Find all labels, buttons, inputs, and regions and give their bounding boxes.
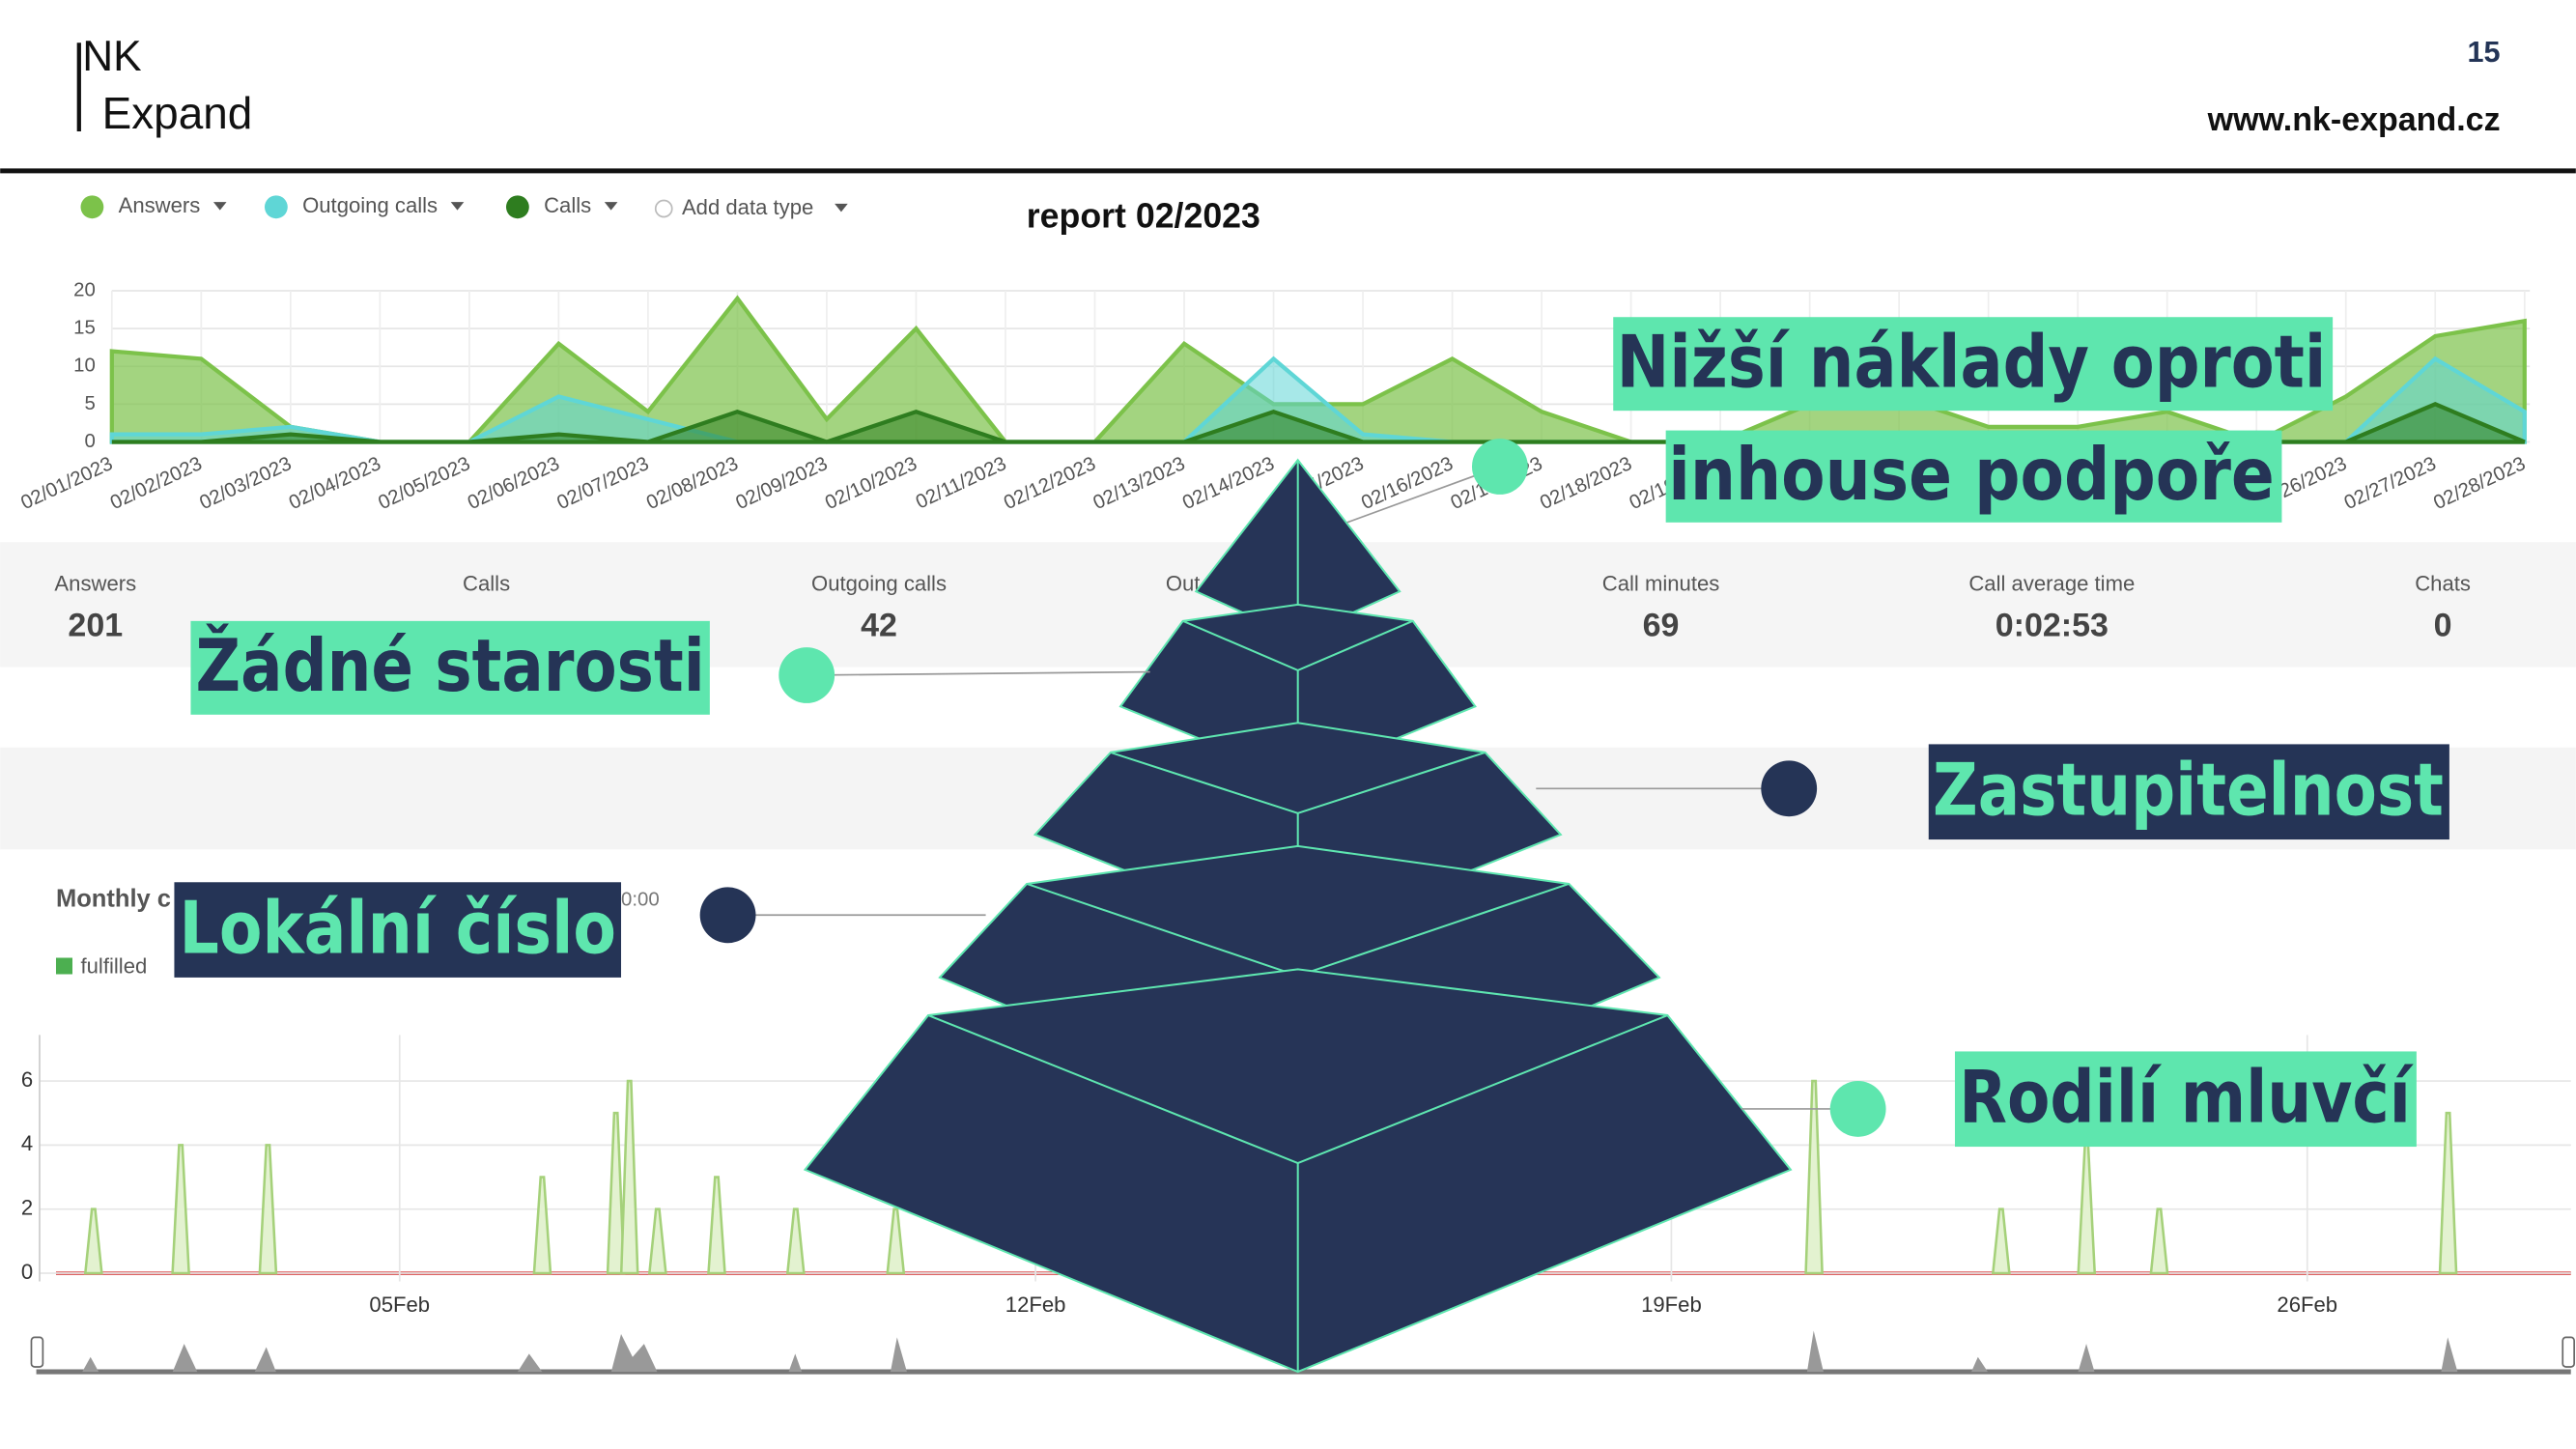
spike (2438, 1111, 2458, 1275)
x-tick-label: 05Feb (369, 1293, 430, 1317)
stat-label: Answers (54, 571, 136, 595)
y-tick-label: 0 (21, 1260, 33, 1284)
y-tick-label: 4 (21, 1131, 33, 1155)
label-text: Lokální číslo (180, 886, 616, 970)
dropdown-caret (604, 202, 618, 211)
stat-value: 0:02:53 (1996, 608, 2109, 644)
legend-swatch (80, 195, 104, 219)
pyramid (803, 458, 1793, 1374)
label-box (1613, 317, 2334, 412)
label-text: Nižší náklady oproti (1617, 321, 2327, 405)
stat-value: 0 (2434, 608, 2452, 644)
spike (258, 1144, 278, 1275)
label-text: Žádné starosti (196, 623, 705, 708)
chart-subtitle: 0:00 (621, 889, 660, 910)
label-dot (1471, 439, 1528, 495)
stat-label: Call average time (1968, 571, 2135, 595)
label-text: Zastupitelnost (1933, 749, 2444, 833)
y-tick-label: 10 (73, 355, 96, 377)
dropdown-caret (450, 202, 465, 211)
stat-label: Calls (463, 571, 510, 595)
spike (886, 1208, 906, 1275)
legend-swatch (264, 195, 288, 219)
legend-add: Add data type (682, 195, 813, 219)
stat-value: 42 (861, 608, 897, 644)
label-dot (1761, 760, 1818, 817)
label-dot (1829, 1081, 1886, 1137)
y-tick-label: 0 (84, 431, 95, 452)
legend-label: Outgoing calls (302, 193, 438, 217)
spike (2149, 1208, 2169, 1275)
stat-value: 201 (68, 608, 123, 644)
label-box (1954, 1051, 2417, 1148)
spike (1804, 1079, 1824, 1275)
nav-handle (2562, 1336, 2575, 1368)
legend-swatch (505, 195, 529, 219)
logo-top: NK (82, 33, 141, 80)
legend-empty-dot (654, 199, 673, 218)
label-text: inhouse podpoře (1668, 433, 2275, 517)
chart-title: Monthly c (56, 886, 171, 913)
nav-handle (30, 1336, 44, 1368)
y-tick-label: 20 (73, 279, 96, 300)
label-dot (778, 647, 835, 703)
spike (707, 1176, 726, 1275)
label-box (1928, 744, 2449, 840)
spike (1991, 1208, 2011, 1275)
legend-label: Calls (544, 193, 591, 217)
pyramid-labels: Nižší náklady oproti inhouse podpoře Žádné… (174, 317, 2449, 1148)
spike (785, 1208, 806, 1275)
stat-label: Out (1166, 571, 1201, 595)
url: www.nk-expand.cz (2207, 101, 2501, 138)
logo-bottom: Expand (102, 88, 253, 138)
label-box (174, 882, 622, 978)
stat-value: 69 (1643, 608, 1680, 644)
connector (807, 670, 1150, 676)
x-tick-label: 19Feb (1641, 1293, 1702, 1317)
legend-label: fulfilled (81, 954, 148, 979)
x-tick-label: 12Feb (1005, 1293, 1066, 1317)
y-tick-label: 5 (84, 393, 95, 414)
y-tick-label: 6 (21, 1067, 33, 1092)
x-tick-label: 26Feb (2277, 1293, 2337, 1317)
page-number: 15 (2468, 36, 2501, 69)
legend-swatch (55, 957, 72, 975)
stat-label: Call minutes (1602, 571, 1720, 595)
dropdown-caret (835, 203, 848, 213)
spike (619, 1079, 639, 1275)
label-dot (699, 887, 756, 944)
y-tick-label: 2 (21, 1196, 33, 1220)
spike (647, 1208, 667, 1275)
stat-label: Outgoing calls (811, 571, 947, 595)
y-tick-label: 15 (73, 318, 96, 339)
spike (606, 1111, 626, 1275)
spike (532, 1176, 552, 1275)
legend-label: Answers (119, 193, 201, 217)
stat-label: Chats (2415, 571, 2471, 595)
spike (83, 1208, 103, 1275)
label-box (1665, 430, 2282, 523)
label-box (190, 620, 710, 715)
report-title: report 02/2023 (1027, 197, 1260, 236)
spike (171, 1144, 190, 1275)
label-text: Rodilí mluvčí (1959, 1056, 2414, 1140)
dropdown-caret (212, 202, 227, 211)
